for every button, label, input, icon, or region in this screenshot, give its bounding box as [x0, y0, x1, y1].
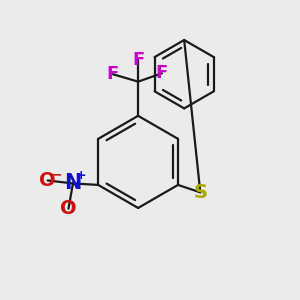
Text: +: +	[76, 169, 87, 182]
Text: F: F	[132, 51, 144, 69]
Text: O: O	[60, 199, 77, 218]
Text: F: F	[107, 65, 119, 83]
Text: F: F	[156, 64, 168, 82]
Text: O: O	[39, 171, 56, 190]
Text: N: N	[64, 173, 82, 194]
Text: S: S	[193, 183, 207, 202]
Text: −: −	[51, 167, 62, 181]
